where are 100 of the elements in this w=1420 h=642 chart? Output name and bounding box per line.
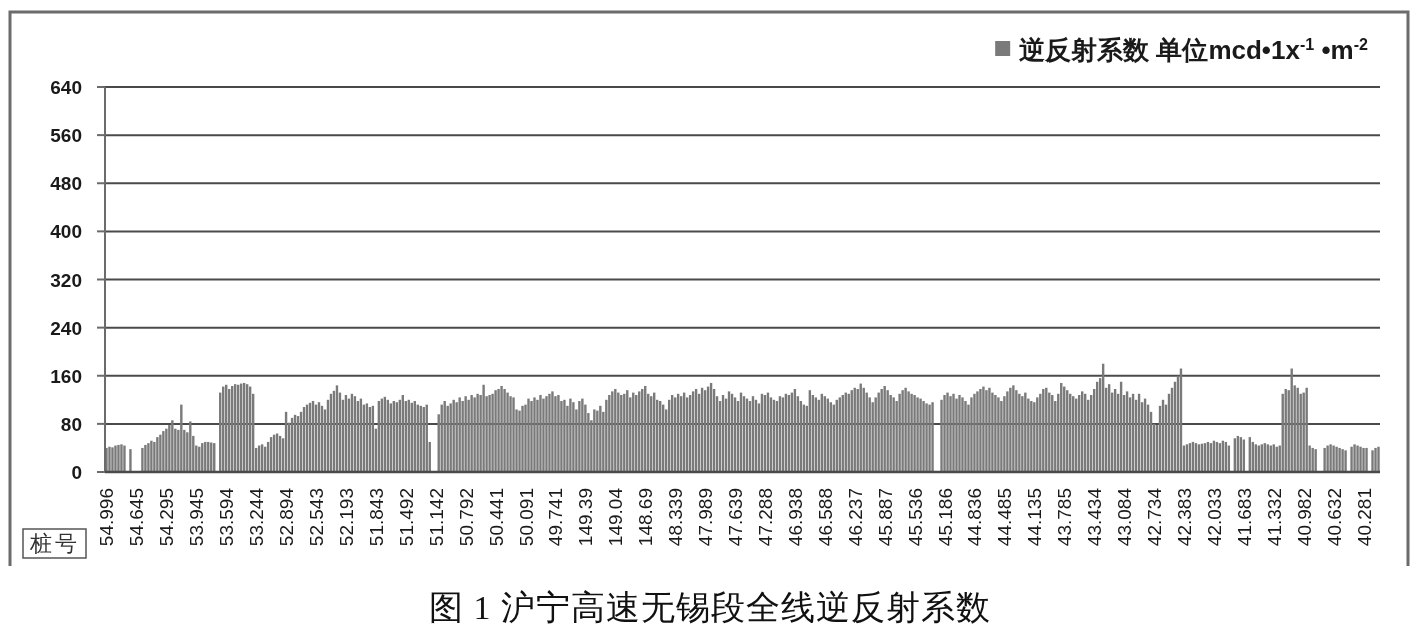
bar (449, 403, 452, 472)
x-tick-label: 50.441 (485, 488, 507, 547)
bar (916, 397, 919, 472)
bar (964, 401, 967, 472)
x-tick-label: 41.683 (1233, 488, 1255, 547)
bar (1024, 392, 1027, 472)
bar (557, 395, 560, 472)
bar (551, 391, 554, 472)
y-tick-label: 160 (50, 365, 82, 387)
bar (542, 398, 545, 472)
legend-label: 逆反射系数 单位mcd•1x$^{-1}$ •m$^{-2}$ (1019, 35, 1369, 65)
bar (114, 445, 117, 472)
bar (958, 395, 961, 472)
y-tick-label: 480 (50, 173, 82, 195)
bar (922, 401, 925, 472)
x-tick-label: 54.996 (96, 488, 118, 547)
bar (605, 399, 608, 472)
x-tick-label: 53.244 (246, 487, 268, 547)
bar (111, 447, 114, 472)
x-tick-label: 43.434 (1084, 487, 1106, 547)
bar (473, 397, 476, 472)
x-tick-label: 52.543 (306, 488, 327, 547)
x-tick-label: 43.785 (1054, 488, 1076, 547)
bar (907, 391, 910, 472)
bar (976, 391, 979, 472)
x-tick-label: 149.39 (575, 488, 597, 547)
bar (1009, 387, 1012, 472)
x-axis-title: 桩号 (29, 531, 80, 556)
bar (1362, 447, 1365, 472)
bar (991, 392, 994, 472)
x-tick-label: 44.836 (964, 488, 986, 547)
y-tick-label: 640 (50, 77, 82, 98)
y-tick-label: 80 (60, 413, 82, 435)
bar (596, 410, 599, 472)
bar (171, 420, 174, 472)
bar (892, 397, 895, 472)
bar (491, 393, 494, 472)
y-tick-label: 560 (50, 125, 82, 147)
bar (979, 388, 982, 472)
bar (503, 388, 506, 472)
x-tick-label: 50.091 (515, 488, 537, 547)
bar (500, 385, 503, 472)
x-tick-label: 40.281 (1353, 488, 1375, 547)
bar (982, 386, 985, 472)
x-tick-label: 44.485 (994, 488, 1016, 547)
bar (988, 387, 991, 472)
bar (153, 441, 156, 472)
x-tick-label: 51.843 (365, 488, 387, 547)
bar (1314, 449, 1317, 472)
bar (1326, 445, 1329, 472)
bar (569, 398, 572, 472)
bar (608, 395, 611, 472)
bar (985, 390, 988, 472)
bar (994, 395, 997, 472)
bar (446, 405, 449, 472)
y-tick-label: 400 (50, 221, 82, 243)
bar (1344, 450, 1347, 472)
bar (536, 399, 539, 472)
bar (946, 392, 949, 472)
x-tick-label: 46.938 (784, 488, 806, 547)
bar (1365, 447, 1368, 472)
bar (563, 399, 566, 472)
bar (919, 398, 922, 472)
x-tick-label: 53.594 (216, 487, 238, 547)
x-tick-label: 51.142 (425, 488, 447, 547)
bar (961, 397, 964, 472)
bar (467, 399, 470, 472)
bar (539, 395, 542, 472)
y-tick-label: 320 (50, 269, 82, 291)
bar (180, 404, 183, 472)
bar (940, 399, 943, 472)
bar (931, 402, 934, 472)
bar (141, 447, 144, 472)
bar (955, 398, 958, 472)
bar (482, 384, 485, 472)
bar (1006, 391, 1009, 472)
bar (925, 403, 928, 472)
x-tick-label: 52.894 (276, 487, 298, 547)
bar (1302, 392, 1305, 472)
bar (883, 385, 886, 472)
bar (147, 443, 150, 472)
bar (581, 398, 584, 472)
bar (470, 395, 473, 472)
bar (898, 393, 901, 472)
bar (1374, 447, 1377, 472)
bar (527, 398, 530, 472)
x-tick-label: 45.536 (904, 488, 926, 547)
x-tick-label: 51.492 (395, 488, 417, 547)
x-tick-label: 46.237 (844, 488, 866, 547)
bar (1377, 446, 1380, 472)
bar (1323, 447, 1326, 472)
bar (452, 399, 455, 472)
bar (156, 437, 159, 472)
bar (949, 396, 952, 472)
x-tick-label: 53.945 (186, 488, 208, 547)
bar (548, 393, 551, 472)
bar (874, 397, 877, 472)
bar (913, 395, 916, 472)
bar (497, 388, 500, 472)
bar (1305, 387, 1308, 472)
